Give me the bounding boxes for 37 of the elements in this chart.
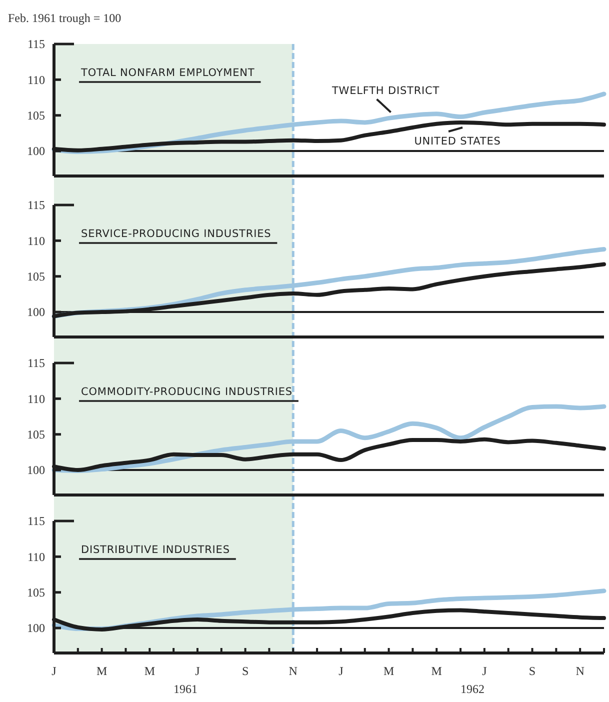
x-tick-label: S: [242, 664, 249, 678]
text: DISTRIBUTIVE INDUSTRIES: [81, 544, 230, 556]
y-tick-label: 100: [27, 305, 45, 320]
x-tick-label: S: [528, 664, 536, 678]
y-tick-label: 110: [27, 392, 45, 406]
x-tick-label: J: [338, 664, 344, 678]
y-tick-label: 105: [27, 586, 45, 600]
y-tick-label: 100: [27, 144, 45, 158]
x-tick-label: M: [431, 664, 442, 678]
legend-label: UNITED STATES: [414, 135, 501, 148]
y-tick-label: 100: [27, 463, 45, 478]
x-tick-label: M: [96, 664, 108, 678]
x-tick-label: N: [576, 664, 585, 678]
y-tick-label: 110: [27, 550, 45, 564]
x-tick-label: J: [52, 664, 57, 678]
y-tick-label: 115: [27, 198, 45, 212]
y-tick-label: 110: [27, 72, 45, 87]
x-tick-label: J: [482, 664, 488, 678]
text: SERVICE-PRODUCING INDUSTRIES: [81, 228, 272, 240]
y-tick-label: 105: [27, 108, 45, 123]
y-axis-title: Feb. 1961 trough = 100: [8, 11, 122, 25]
x-tick-label: M: [144, 664, 156, 678]
text: 1961: [174, 682, 198, 696]
text: TOTAL NONFARM EMPLOYMENT: [80, 67, 255, 79]
y-tick-label: 110: [27, 234, 45, 248]
text: COMMODITY-PRODUCING INDUSTRIES: [81, 386, 292, 398]
series-label: TWELFTH DISTRICT: [330, 85, 440, 98]
y-tick-label: 100: [27, 621, 45, 636]
y-tick-label: 115: [27, 514, 45, 528]
y-tick-label: 115: [27, 37, 45, 52]
y-tick-label: 105: [27, 428, 45, 442]
text: 1962: [460, 682, 484, 696]
y-tick-label: 105: [27, 270, 45, 284]
x-tick-label: J: [195, 664, 200, 678]
x-tick-label: M: [383, 664, 394, 678]
x-tick-label: N: [288, 664, 298, 678]
y-tick-label: 115: [27, 356, 45, 370]
